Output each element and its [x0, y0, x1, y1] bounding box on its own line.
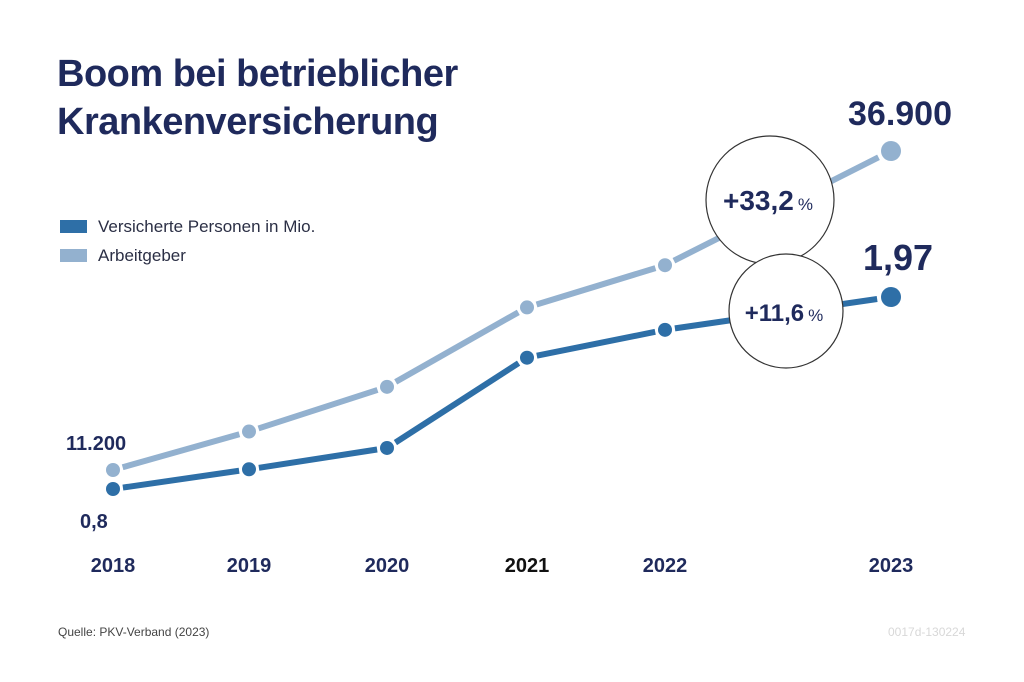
title-line-2: Krankenversicherung	[57, 101, 439, 143]
change-annotation: +11,6%	[728, 253, 844, 369]
legend-label-insured: Versicherte Personen in Mio.	[98, 216, 316, 236]
data-point	[106, 463, 120, 477]
legend-item-employers: Arbeitgeber	[60, 241, 315, 270]
data-label: 1,97	[863, 237, 933, 278]
data-point	[520, 350, 534, 365]
data-point	[881, 287, 901, 307]
annotation-unit: %	[798, 195, 813, 214]
annotation-circle	[728, 253, 844, 369]
x-tick-label: 2018	[91, 555, 136, 577]
data-point	[520, 300, 534, 315]
x-tick-label: 2020	[365, 555, 410, 577]
x-tick-label: 2019	[227, 555, 272, 577]
legend-swatch-employers	[60, 249, 87, 262]
legend-label-employers: Arbeitgeber	[98, 245, 186, 265]
series-employers	[106, 141, 901, 477]
annotation-value: +33,2	[723, 185, 794, 216]
legend: Versicherte Personen in Mio. Arbeitgeber	[60, 212, 315, 270]
annotation-text: +11,6%	[745, 300, 824, 327]
line-segment	[394, 309, 520, 385]
line-segment	[393, 360, 521, 446]
change-annotation: +33,2%	[705, 135, 835, 265]
data-label: 36.900	[848, 95, 952, 133]
line-segment	[257, 387, 379, 432]
legend-swatch-insured	[60, 220, 87, 233]
data-point	[658, 322, 672, 337]
annotation-value: +11,6	[745, 300, 804, 327]
data-point	[658, 258, 672, 273]
data-point	[380, 440, 394, 455]
line-segment	[121, 431, 241, 471]
reference-code: 0017d-130224	[888, 625, 966, 639]
chart-title: Boom bei betrieblicher Krankenversicheru…	[57, 50, 458, 146]
data-point	[380, 379, 394, 394]
legend-item-insured: Versicherte Personen in Mio.	[60, 212, 315, 241]
data-point	[242, 424, 256, 439]
x-tick-label: 2022	[643, 555, 688, 577]
data-label: 0,8	[80, 511, 108, 533]
line-segment	[535, 265, 657, 308]
data-point	[881, 141, 901, 161]
line-segment	[258, 446, 378, 471]
line-segment	[122, 467, 240, 491]
data-label: 11.200	[66, 433, 126, 455]
annotation-unit: %	[808, 306, 823, 325]
source-note: Quelle: PKV-Verband (2023)	[58, 625, 210, 639]
data-point	[242, 462, 256, 477]
title-line-1: Boom bei betrieblicher	[57, 53, 458, 95]
line-segment	[536, 328, 656, 359]
annotation-text: +33,2%	[723, 185, 813, 216]
x-tick-label: 2023	[869, 555, 914, 577]
data-point	[106, 482, 120, 496]
x-tick-label: 2021	[505, 555, 550, 577]
